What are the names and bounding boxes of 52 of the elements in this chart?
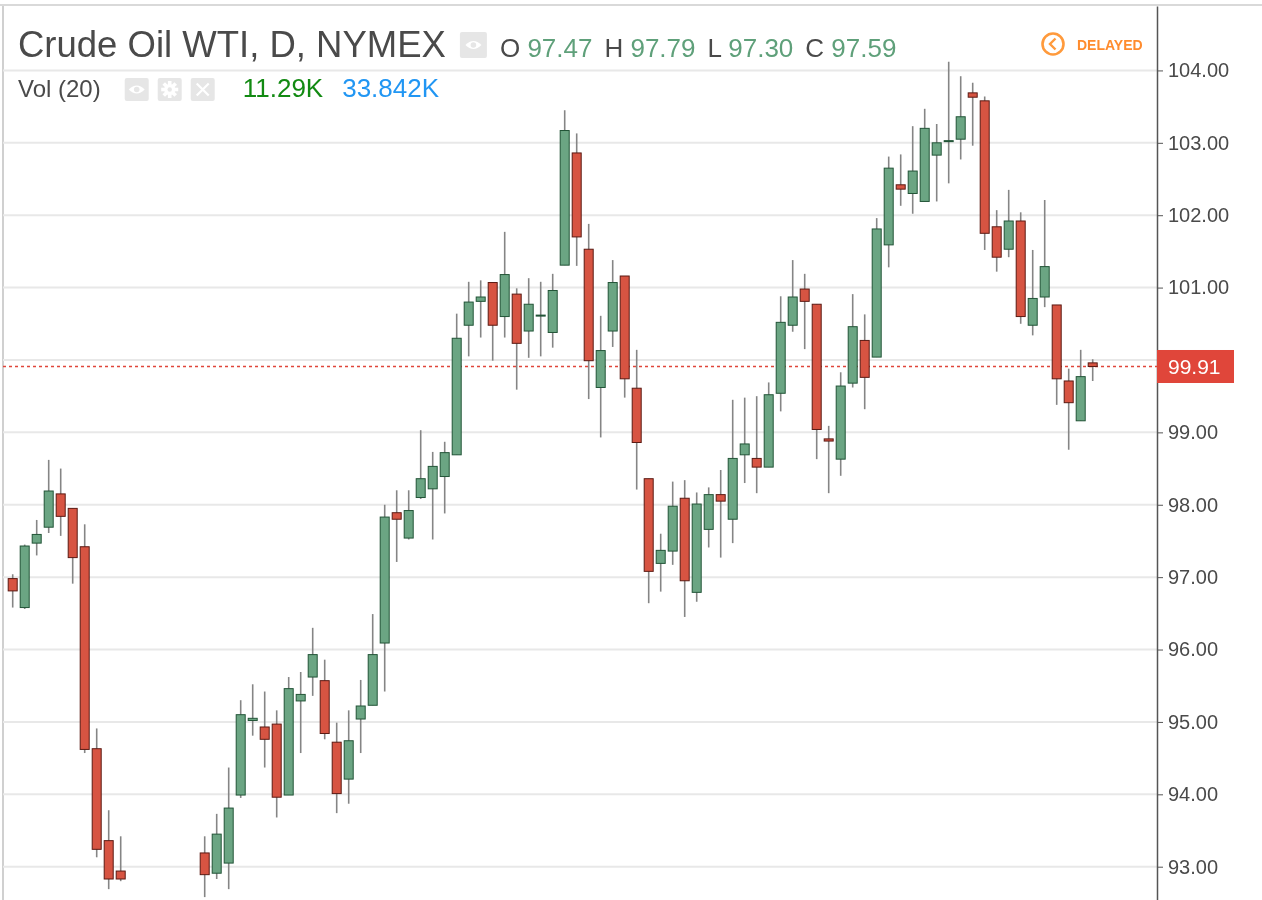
candlestick: [31, 519, 42, 557]
annotation: C 97.59: [805, 33, 897, 63]
candlestick: [655, 532, 666, 593]
y-tick-label: 96.00: [1168, 638, 1219, 661]
y-tick-label: 97.00: [1168, 566, 1219, 589]
candlestick: [295, 671, 306, 754]
candlestick: [247, 683, 258, 737]
candlestick: [907, 125, 918, 215]
candlestick: [463, 281, 474, 358]
candlestick: [427, 451, 438, 541]
annotation: DELAYED: [1077, 37, 1143, 53]
candlestick: [7, 573, 18, 609]
annotation: L 97.30: [707, 33, 794, 63]
candlestick: [895, 153, 906, 207]
annotation: 11.29K: [242, 73, 324, 103]
candlestick: [799, 273, 810, 350]
ref-line-label: 99.91: [1168, 354, 1221, 378]
candlestick: [751, 395, 762, 494]
y-tick-label: 103.00: [1168, 131, 1230, 154]
candlestick: [1087, 358, 1098, 382]
candlestick: [943, 60, 954, 185]
candlestick: [535, 281, 546, 358]
y-tick-label: 94.00: [1168, 783, 1219, 806]
candlestick: [115, 835, 126, 882]
candlestick: [739, 396, 750, 484]
candlestick: [1063, 367, 1074, 451]
y-tick-label: 101.00: [1168, 276, 1230, 299]
y-tick-label: 95.00: [1168, 710, 1219, 733]
candlestick: [199, 835, 210, 898]
candlestick: [415, 429, 426, 500]
y-tick-label: 102.00: [1168, 204, 1230, 227]
candlestick: [55, 467, 66, 537]
candlestick: [931, 123, 942, 203]
y-tick-label: 99.00: [1168, 421, 1219, 444]
annotation: O 97.47: [499, 33, 593, 63]
text: Crude Oil WTI, D, NYMEX: [18, 24, 446, 65]
y-tick-label: 98.00: [1168, 493, 1219, 516]
candlestick: [439, 440, 450, 515]
candlestick: [391, 489, 402, 563]
y-tick-label: 104.00: [1168, 59, 1230, 82]
candlestick: [715, 469, 726, 559]
annotation: 33.842K: [342, 73, 440, 103]
candlestick: [475, 279, 486, 339]
candlestick: [307, 627, 318, 697]
candlestick: [355, 679, 366, 754]
annotation: H 97.79: [604, 33, 696, 63]
candlestick: [823, 425, 834, 494]
candlestick: [259, 690, 270, 769]
candlestick: [967, 81, 978, 147]
y-tick-label: 93.00: [1168, 855, 1219, 878]
annotation: Vol (20): [18, 75, 101, 102]
candlestick: [955, 75, 966, 161]
